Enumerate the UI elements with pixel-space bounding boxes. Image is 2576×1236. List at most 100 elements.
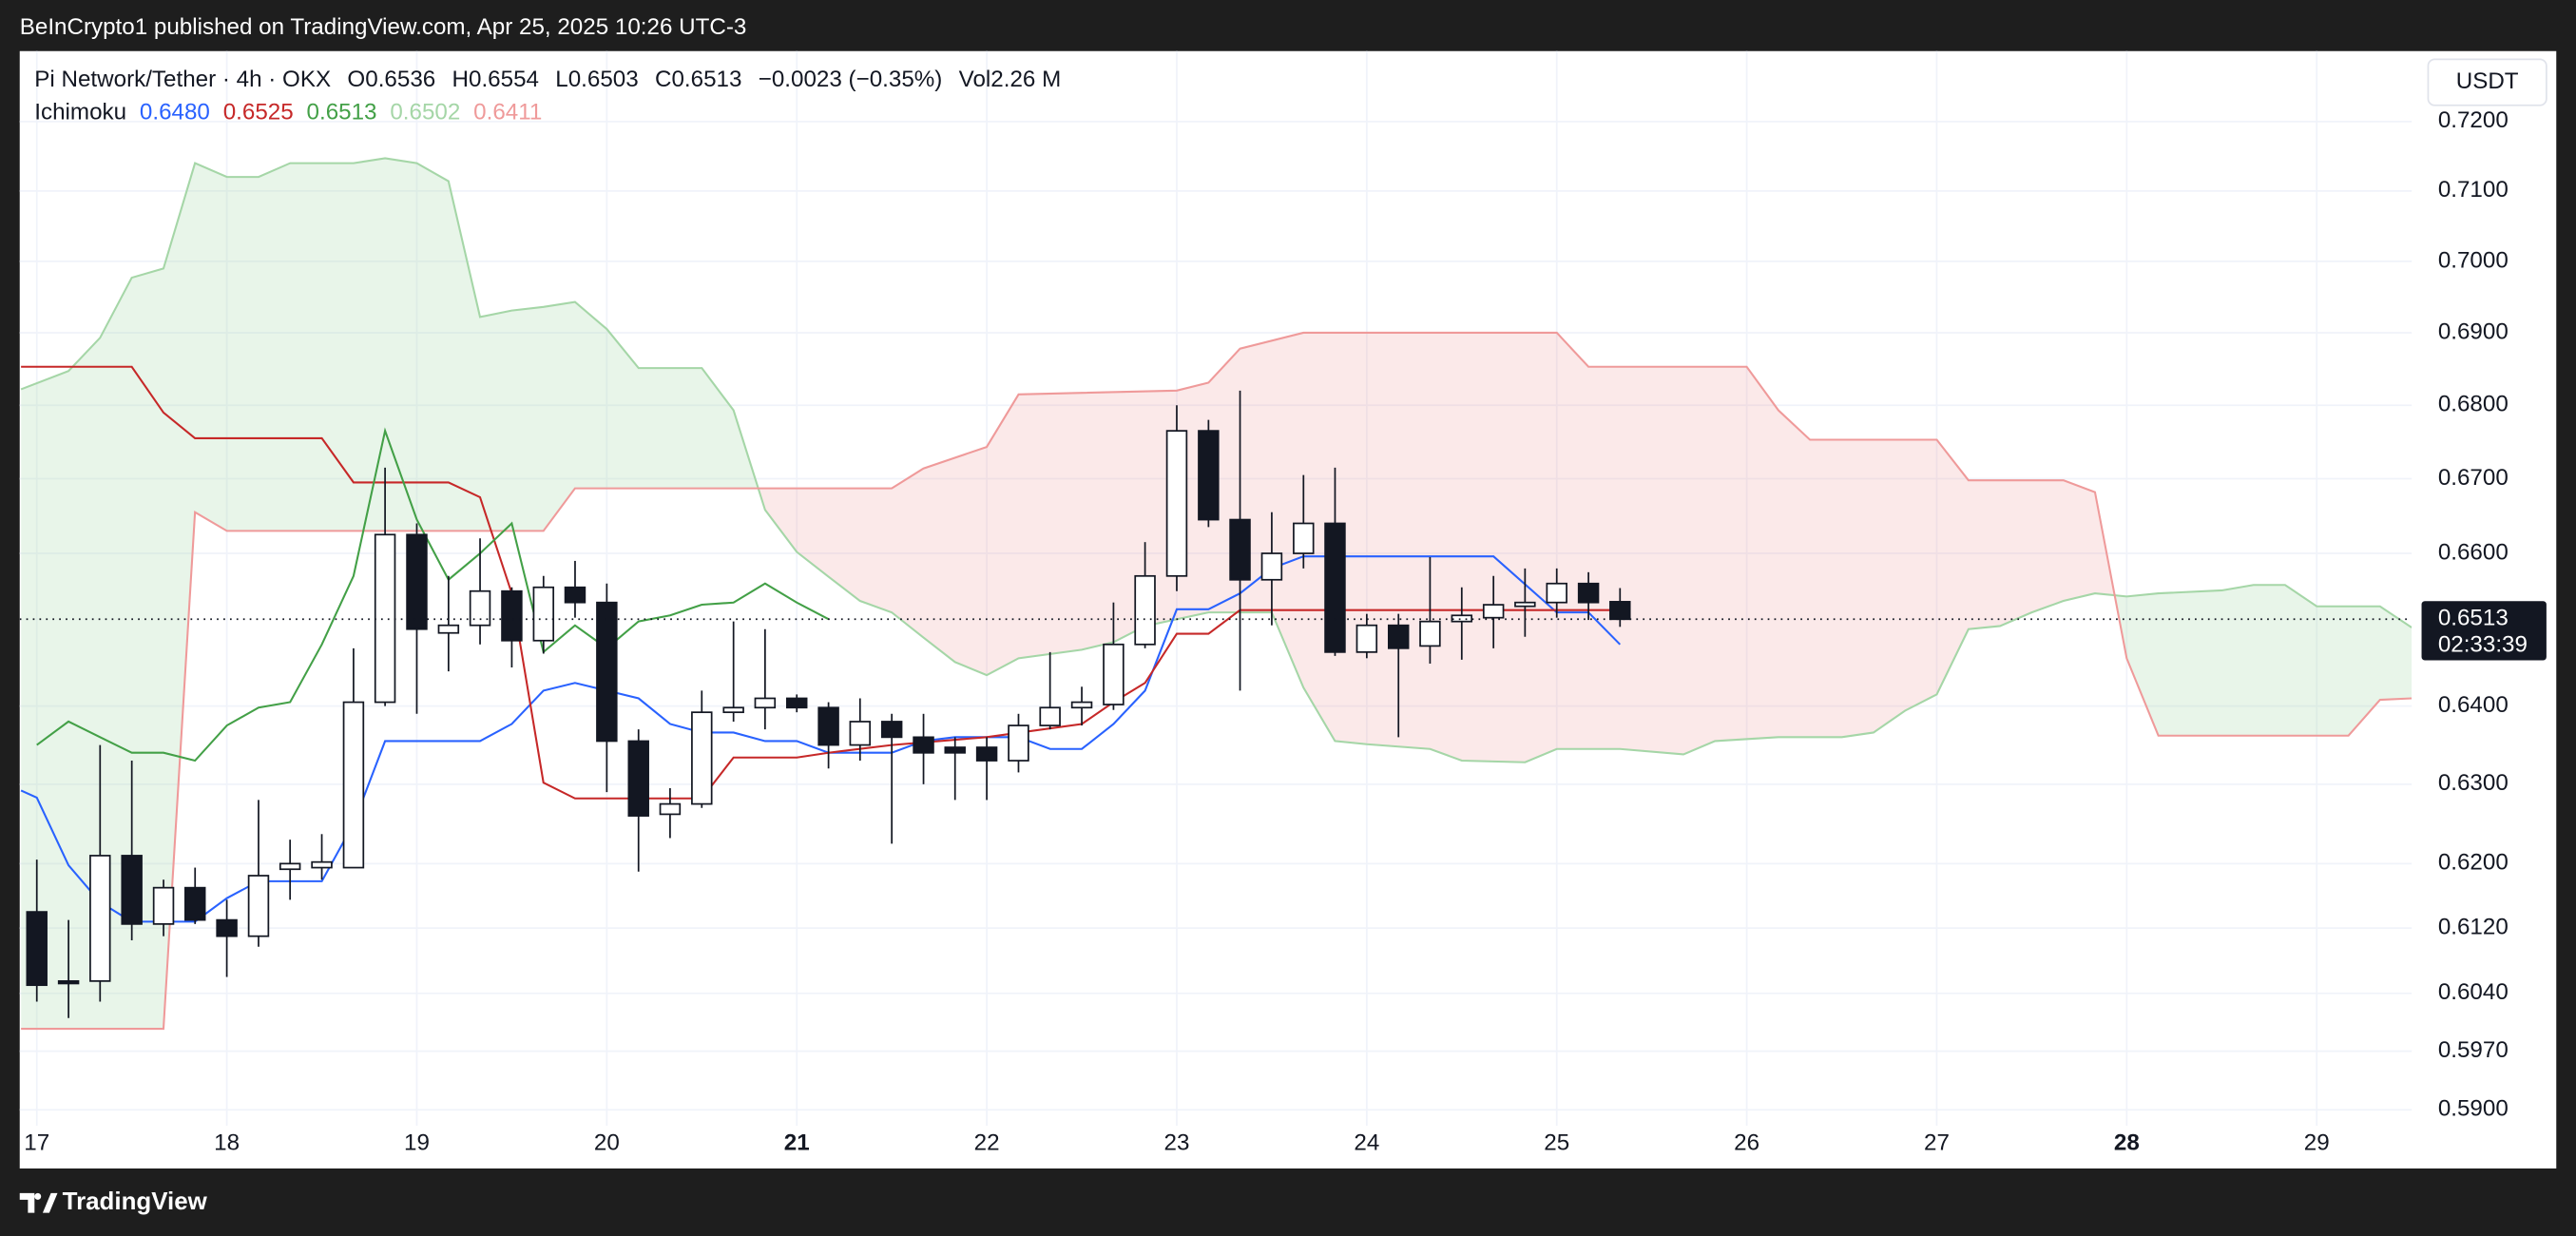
indicator-line	[36, 427, 830, 763]
candle-body	[691, 711, 713, 805]
symbol: Pi Network/Tether · 4h · OKX	[34, 67, 331, 92]
stat-value: 0.6503	[568, 67, 639, 92]
candle-body	[1165, 430, 1188, 577]
candle-body	[89, 855, 111, 982]
indicator-line	[21, 365, 1621, 800]
y-tick-label: 0.5900	[2438, 1096, 2509, 1122]
candle-body	[785, 697, 808, 709]
candle-body	[57, 979, 80, 985]
stat-value: 2.26 M	[990, 67, 1061, 92]
indicator-line	[20, 555, 1622, 923]
brand-name: TradingView	[63, 1188, 208, 1215]
candle-body	[374, 533, 396, 704]
y-tick-label: 0.6040	[2438, 979, 2509, 1005]
indicator-legend: Ichimoku 0.6480 0.6525 0.6513 0.6502 0.6411	[34, 100, 542, 126]
candle-body	[659, 802, 682, 816]
symbol-legend: Pi Network/Tether · 4h · OKX O0.6536 H 0.65…	[34, 67, 1061, 92]
candle-body	[880, 721, 903, 739]
candle-body	[121, 855, 143, 925]
legend-value: 0.6502	[390, 100, 460, 126]
candle-body	[1324, 522, 1346, 653]
legend-value: 0.6513	[307, 100, 377, 126]
candle-body	[1387, 624, 1410, 649]
candle-body	[913, 736, 934, 754]
stat-value: 0.6536	[365, 67, 435, 92]
currency-label[interactable]: USDT	[2456, 68, 2519, 94]
candle-body	[342, 701, 365, 869]
stat-value: 0.6513	[671, 67, 741, 92]
candle-body	[722, 706, 744, 714]
candle-body	[1260, 552, 1283, 581]
candle-body	[1451, 614, 1473, 623]
legend-value: 0.6480	[140, 100, 210, 126]
stat-key: L	[555, 67, 567, 92]
candle-body	[1355, 624, 1378, 653]
candle-body	[1229, 518, 1251, 581]
candle-body	[532, 586, 555, 642]
candle-body	[1293, 522, 1315, 554]
y-tick-label: 0.7100	[2438, 177, 2509, 203]
y-tick-label: 0.6800	[2438, 392, 2509, 417]
candle-body	[183, 886, 206, 921]
x-tick-label: 29	[2304, 1130, 2330, 1155]
published-note: BeInCrypto1 published on TradingView.com…	[20, 14, 747, 40]
legend-value: 0.6525	[223, 100, 294, 126]
grid	[19, 50, 2413, 1127]
candle-body	[627, 740, 649, 817]
stat-key: C	[655, 67, 671, 92]
y-tick-label: 0.6600	[2438, 539, 2509, 565]
candle-body	[1546, 582, 1567, 604]
y-tick-label: 0.6700	[2438, 465, 2509, 491]
last-price-box	[2421, 601, 2547, 661]
x-tick-label: 20	[594, 1130, 620, 1155]
axes: 0.7200 0.7100 0.7000 0.6900 0.6800 0.6700 0.66…	[24, 107, 2547, 1155]
y-tick-label: 0.6900	[2438, 319, 2509, 344]
candle-body	[1103, 643, 1125, 705]
x-tick-label: 24	[1354, 1130, 1379, 1155]
last-price-label: 0.6513	[2438, 606, 2509, 631]
y-tick-label: 0.6400	[2438, 692, 2509, 718]
candle-body	[817, 706, 839, 746]
brand-logo	[19, 1192, 58, 1213]
candle-body	[975, 746, 998, 762]
candle-body	[279, 862, 301, 871]
x-tick-label: 23	[1164, 1130, 1190, 1155]
candle-body	[437, 624, 460, 634]
x-tick-label: 18	[214, 1130, 240, 1155]
y-tick-label: 0.7000	[2438, 247, 2509, 273]
legend-value: 0.6411	[473, 100, 542, 126]
stat-key: O	[347, 67, 365, 92]
x-tick-label: 27	[1924, 1130, 1950, 1155]
stat-key: H	[452, 67, 469, 92]
y-tick-label: 0.7200	[2438, 107, 2509, 133]
candle-body	[944, 746, 966, 754]
candle-body	[1609, 601, 1631, 621]
candle-body	[1134, 574, 1156, 646]
candle-body	[1070, 701, 1093, 709]
change-value: −0.0023 (−0.35%)	[759, 67, 943, 92]
y-tick-label: 0.5970	[2438, 1037, 2509, 1063]
candle-body	[1577, 582, 1600, 604]
x-tick-label: 25	[1544, 1130, 1569, 1155]
candle-body	[1482, 604, 1505, 619]
candle-body	[247, 875, 270, 937]
x-tick-label: 19	[404, 1130, 430, 1155]
candle-body	[311, 860, 333, 869]
candle-body	[1419, 620, 1441, 647]
indicator-line	[21, 331, 2413, 1031]
candle-body	[596, 601, 618, 743]
candle-body	[501, 589, 523, 642]
x-tick-label: 21	[784, 1130, 810, 1155]
candle-body	[1008, 724, 1029, 762]
y-tick-label: 0.6120	[2438, 915, 2509, 940]
candle-body	[1039, 706, 1061, 726]
countdown-label: 02:33:39	[2438, 631, 2528, 657]
cloud-bearish	[21, 332, 2413, 763]
candle-body	[406, 533, 428, 630]
indicator-name: Ichimoku	[34, 100, 126, 126]
y-tick-label: 0.6300	[2438, 770, 2509, 796]
candle-body	[1198, 430, 1220, 521]
x-tick-label: 26	[1734, 1130, 1759, 1155]
currency-button[interactable]	[2427, 58, 2547, 106]
